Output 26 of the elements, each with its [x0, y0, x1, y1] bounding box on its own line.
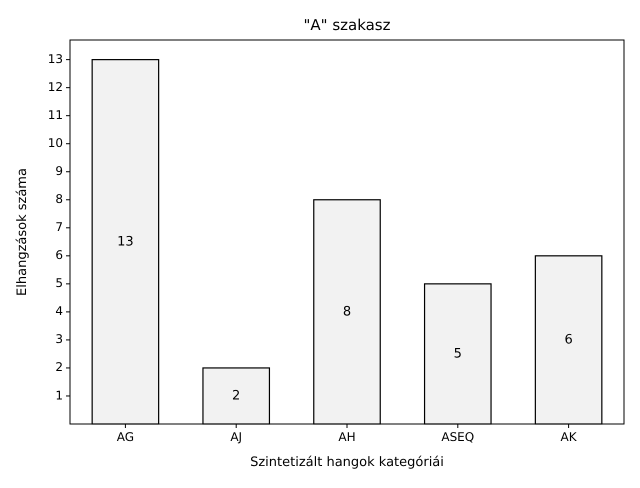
- y-tick-label: 8: [55, 192, 63, 206]
- y-tick-label: 2: [55, 360, 63, 374]
- data-label: 5: [454, 346, 462, 362]
- y-tick-label: 5: [55, 276, 63, 290]
- x-tick-label: AJ: [230, 430, 242, 444]
- x-axis-title: Szintetizált hangok kategóriái: [250, 455, 444, 470]
- x-tick-label: AH: [338, 430, 356, 444]
- x-tick-label: AK: [560, 430, 578, 444]
- data-label: 13: [117, 234, 134, 250]
- y-tick-label: 12: [48, 80, 63, 94]
- y-tick-label: 3: [55, 332, 63, 346]
- y-tick-label: 11: [48, 108, 63, 122]
- data-label: 2: [232, 388, 240, 404]
- y-axis-title: Elhangzások száma: [15, 168, 30, 296]
- y-tick-label: 1: [55, 388, 63, 402]
- y-tick-label: 13: [48, 52, 63, 66]
- x-tick-label: AG: [116, 430, 134, 444]
- x-tick-label: ASEQ: [441, 430, 474, 444]
- chart-title: "A" szakasz: [303, 16, 391, 34]
- y-tick-label: 10: [48, 136, 63, 150]
- y-tick-label: 6: [55, 248, 63, 262]
- y-tick-label: 4: [55, 304, 63, 318]
- y-tick-label: 9: [55, 164, 63, 178]
- y-tick-label: 7: [55, 220, 63, 234]
- data-label: 8: [342, 304, 352, 320]
- data-label: 6: [564, 332, 573, 348]
